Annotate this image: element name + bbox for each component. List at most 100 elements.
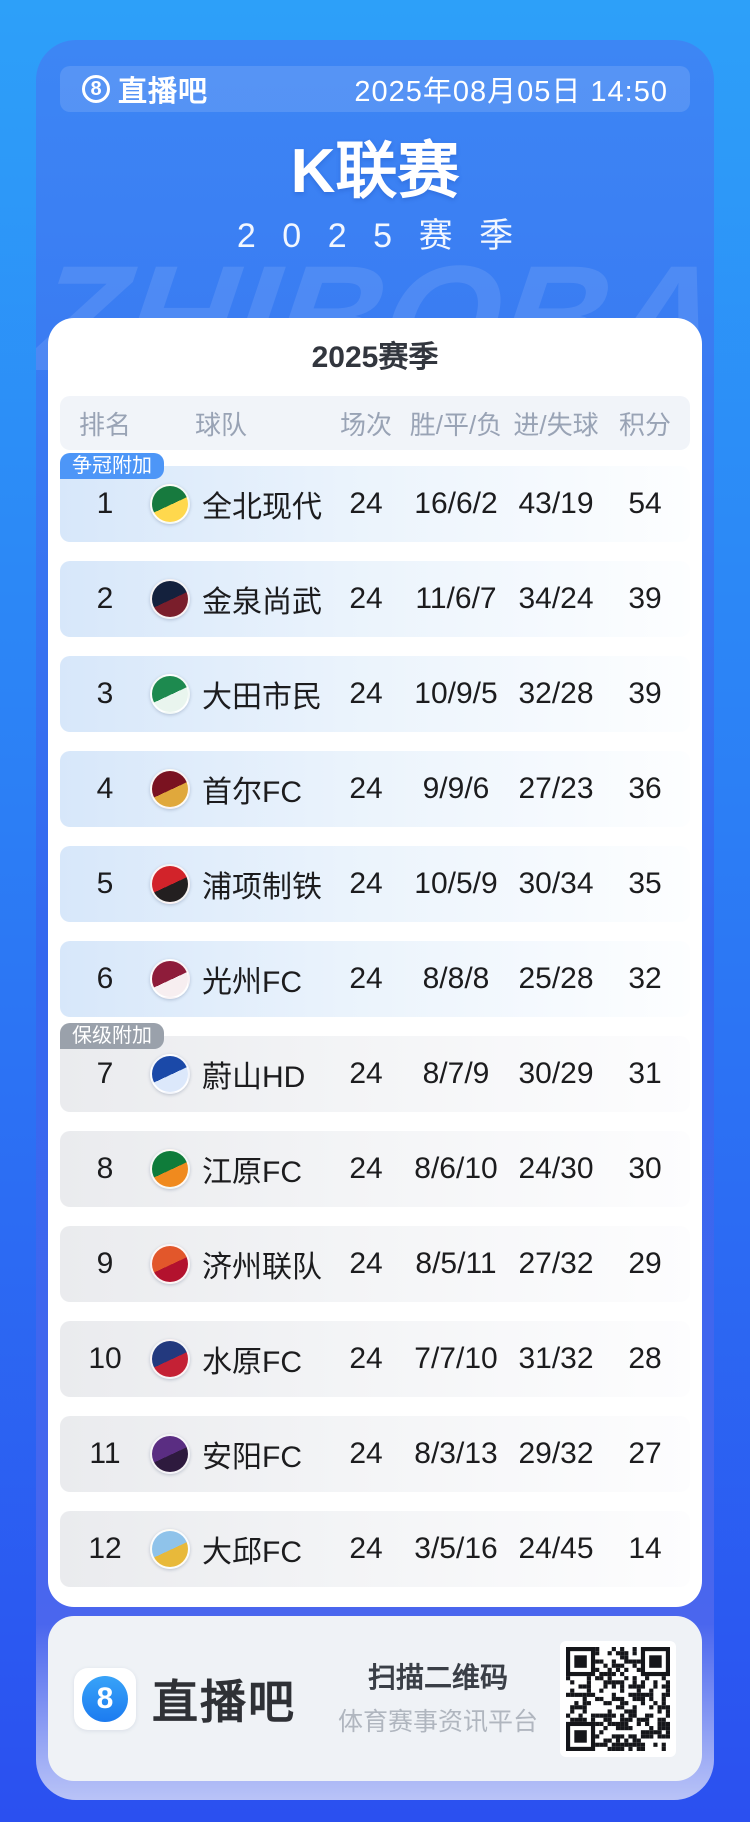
points: 35 xyxy=(628,867,662,900)
points: 39 xyxy=(628,677,662,710)
team-cell: 安阳FC xyxy=(150,1432,326,1476)
matches-played: 24 xyxy=(349,1437,383,1470)
matches-played: 24 xyxy=(349,1057,383,1090)
points: 36 xyxy=(628,772,662,805)
header-played: 场次 xyxy=(339,409,392,440)
points: 14 xyxy=(628,1532,662,1565)
table-row: 4 首尔FC 24 9/9/6 27/23 36 xyxy=(60,751,690,827)
win-draw-loss: 8/8/8 xyxy=(422,962,490,995)
win-draw-loss: 10/9/5 xyxy=(414,677,498,710)
team-cell: 全北现代 xyxy=(150,482,326,526)
team-cell: 济州联队 xyxy=(150,1242,326,1286)
matches-played: 24 xyxy=(349,772,383,805)
matches-played: 24 xyxy=(349,677,383,710)
goals-for-against: 27/32 xyxy=(518,1247,594,1280)
matches-played: 24 xyxy=(349,1342,383,1375)
qr-code xyxy=(560,1640,676,1757)
matches-played: 24 xyxy=(349,1152,383,1185)
zone-badge: 争冠附加 xyxy=(60,453,164,479)
footer-brand: 8 直播吧 xyxy=(74,1666,296,1732)
points: 32 xyxy=(628,962,662,995)
team-cell: 水原FC xyxy=(150,1337,326,1381)
zhibo8-8-icon: 8 xyxy=(82,1675,128,1722)
team-rank: 6 xyxy=(96,962,114,995)
matches-played: 24 xyxy=(349,1247,383,1280)
zone-badge: 保级附加 xyxy=(60,1023,164,1049)
team-name: 光州FC xyxy=(202,966,302,999)
win-draw-loss: 10/5/9 xyxy=(414,867,498,900)
table-header-row: 排名 球队 场次 胜/平/负 进/失球 积分 xyxy=(60,396,690,450)
team-name: 蔚山HD xyxy=(202,1061,306,1094)
goals-for-against: 25/28 xyxy=(518,962,594,995)
table-row: 争冠附加 1 全北现代 24 16/6/2 43/19 54 xyxy=(60,453,690,542)
table-row: 8 江原FC 24 8/6/10 24/30 30 xyxy=(60,1131,690,1207)
table-row: 9 济州联队 24 8/5/11 27/32 29 xyxy=(60,1226,690,1302)
page-title: K联赛 xyxy=(290,137,460,206)
season-subtitle: 2025赛季 xyxy=(236,217,540,255)
goals-for-against: 31/32 xyxy=(518,1342,594,1375)
team-logo xyxy=(150,1054,190,1094)
win-draw-loss: 3/5/16 xyxy=(414,1532,498,1565)
goals-for-against: 27/23 xyxy=(518,772,594,805)
win-draw-loss: 8/5/11 xyxy=(415,1247,497,1280)
brand-header: 8 直播吧 xyxy=(82,68,208,110)
goals-for-against: 43/19 xyxy=(518,487,594,520)
team-logo xyxy=(150,1244,190,1284)
scan-title: 扫描二维码 xyxy=(367,1661,508,1693)
top-bar: 8 直播吧 2025年08月05日 14:50 xyxy=(60,66,690,112)
win-draw-loss: 9/9/6 xyxy=(422,772,490,805)
win-draw-loss: 11/6/7 xyxy=(415,582,497,615)
team-rank: 7 xyxy=(96,1057,114,1090)
zhibo8-logo-icon: 8 xyxy=(82,75,110,103)
goals-for-against: 24/45 xyxy=(518,1532,594,1565)
team-cell: 蔚山HD xyxy=(150,1052,326,1096)
team-name: 全北现代 xyxy=(202,491,322,524)
goals-for-against: 30/34 xyxy=(518,867,594,900)
points: 31 xyxy=(628,1057,662,1090)
team-rank: 12 xyxy=(88,1532,122,1565)
points: 29 xyxy=(628,1247,662,1280)
footer-brand-name: 直播吧 xyxy=(152,1675,296,1728)
team-cell: 光州FC xyxy=(150,957,326,1001)
scan-subtitle: 体育赛事资讯平台 xyxy=(337,1707,538,1736)
header-team: 球队 xyxy=(195,409,248,440)
standings-card: 2025赛季 排名 球队 场次 胜/平/负 进/失球 积分 争冠附加 1 全北现… xyxy=(48,318,702,1607)
team-rank: 4 xyxy=(96,772,114,805)
table-row: 3 大田市民 24 10/9/5 32/28 39 xyxy=(60,656,690,732)
table-row: 10 水原FC 24 7/7/10 31/32 28 xyxy=(60,1321,690,1397)
win-draw-loss: 16/6/2 xyxy=(414,487,498,520)
team-rank: 3 xyxy=(96,677,114,710)
team-logo xyxy=(150,674,190,714)
goals-for-against: 34/24 xyxy=(518,582,594,615)
team-name: 首尔FC xyxy=(202,776,302,809)
matches-played: 24 xyxy=(349,1532,383,1565)
table-row: 5 浦项制铁 24 10/5/9 30/34 35 xyxy=(60,846,690,922)
matches-played: 24 xyxy=(349,962,383,995)
matches-played: 24 xyxy=(349,582,383,615)
team-logo xyxy=(150,769,190,809)
table-rows: 争冠附加 1 全北现代 24 16/6/2 43/19 54 2 金泉尚武 24… xyxy=(60,453,690,1587)
goals-for-against: 32/28 xyxy=(518,677,594,710)
poster-panel: ZHIBOBA 8 直播吧 2025年08月05日 14:50 K联赛 2025… xyxy=(36,40,714,1800)
team-cell: 金泉尚武 xyxy=(150,577,326,621)
table-row: 6 光州FC 24 8/8/8 25/28 32 xyxy=(60,941,690,1017)
team-name: 金泉尚武 xyxy=(202,586,322,619)
footer-bar: 8 直播吧 扫描二维码 体育赛事资讯平台 xyxy=(48,1616,702,1781)
matches-played: 24 xyxy=(349,487,383,520)
zhibo8-logo-tile: 8 xyxy=(74,1667,136,1730)
team-rank: 5 xyxy=(96,867,114,900)
team-cell: 江原FC xyxy=(150,1147,326,1191)
scan-hint: 扫描二维码 体育赛事资讯平台 xyxy=(338,1662,538,1736)
team-name: 济州联队 xyxy=(202,1251,322,1284)
team-logo xyxy=(150,1149,190,1189)
points: 27 xyxy=(628,1437,662,1470)
table-row: 11 安阳FC 24 8/3/13 29/32 27 xyxy=(60,1416,690,1492)
points: 28 xyxy=(628,1342,662,1375)
matches-played: 24 xyxy=(349,867,383,900)
team-cell: 浦项制铁 xyxy=(150,862,326,906)
team-logo xyxy=(150,864,190,904)
team-rank: 8 xyxy=(96,1152,114,1185)
team-name: 水原FC xyxy=(202,1346,302,1379)
team-logo xyxy=(150,1339,190,1379)
datetime-label: 2025年08月05日 14:50 xyxy=(354,76,668,108)
